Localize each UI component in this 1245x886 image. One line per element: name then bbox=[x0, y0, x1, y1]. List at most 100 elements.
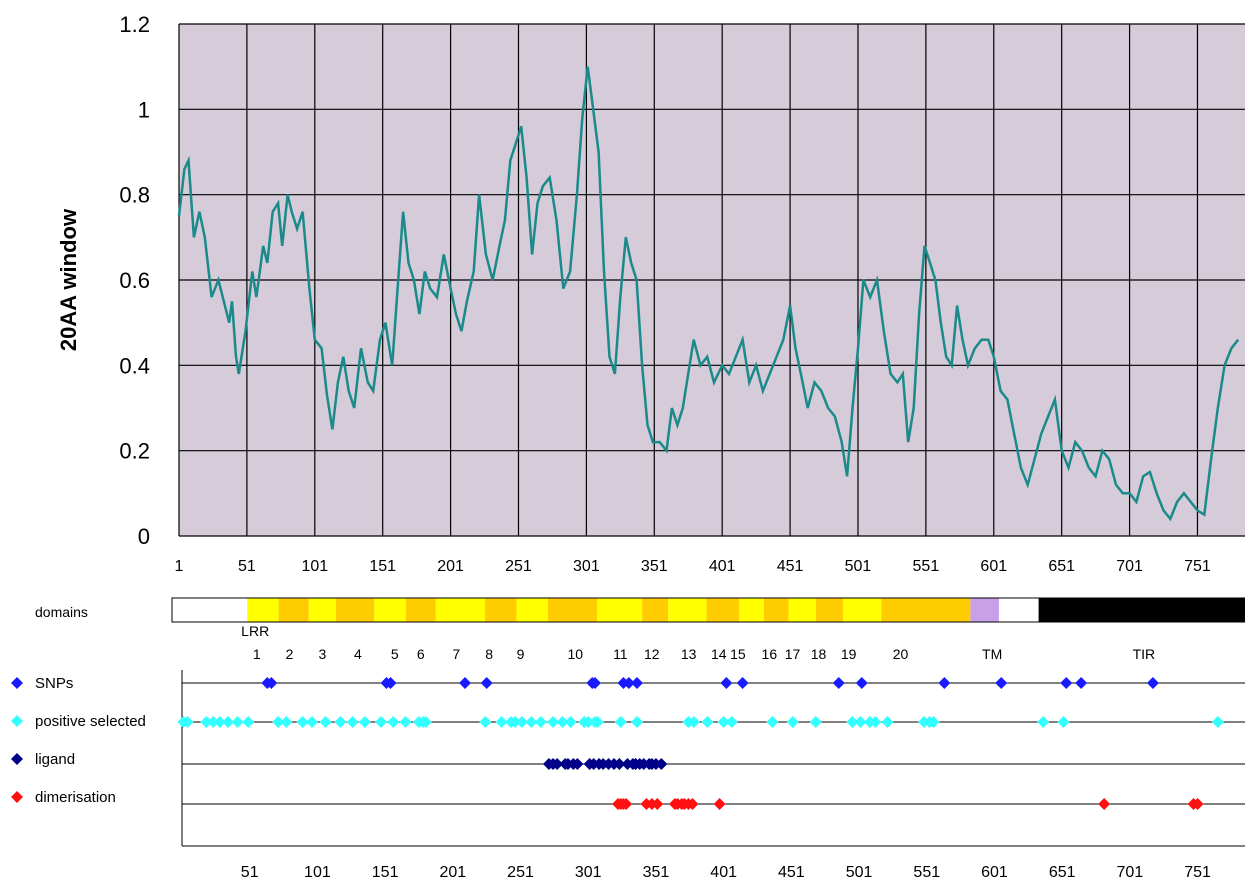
legend-label: ligand bbox=[35, 751, 75, 768]
lrr-number: 11 bbox=[613, 646, 628, 662]
site-marker bbox=[630, 677, 643, 689]
lrr-block bbox=[843, 598, 882, 622]
x-tick-label: 251 bbox=[505, 558, 532, 575]
lrr-number: 15 bbox=[730, 646, 746, 662]
site-marker bbox=[213, 716, 226, 728]
y-axis-label: 20AA window bbox=[56, 208, 81, 351]
site-marker bbox=[459, 677, 472, 689]
lrr-block bbox=[706, 598, 740, 622]
domains-label: domains bbox=[35, 604, 88, 620]
site-marker bbox=[231, 716, 244, 728]
site-marker bbox=[399, 716, 412, 728]
x-tick-label: 701 bbox=[1116, 558, 1143, 575]
lrr-block bbox=[763, 598, 789, 622]
site-marker bbox=[509, 716, 522, 728]
domain-block bbox=[172, 598, 248, 622]
site-marker bbox=[614, 716, 627, 728]
site-marker bbox=[582, 716, 595, 728]
site-marker bbox=[720, 677, 733, 689]
site-marker bbox=[551, 758, 564, 770]
lrr-block bbox=[485, 598, 517, 622]
domains-track: domains LRR TM TIR 1 2 3 4 5 6 7 8 9 10 11 12 13 14 15… bbox=[35, 597, 1245, 662]
site-marker bbox=[701, 716, 714, 728]
legend-marker bbox=[11, 791, 23, 803]
lrr-block bbox=[336, 598, 375, 622]
bottom-tick-label: 201 bbox=[439, 864, 466, 881]
bottom-tick-label: 151 bbox=[372, 864, 399, 881]
site-marker bbox=[515, 716, 528, 728]
lrr-number: 1 bbox=[253, 646, 261, 662]
domain-bar-border bbox=[171, 597, 1245, 623]
site-marker bbox=[1146, 677, 1159, 689]
site-marker bbox=[725, 716, 738, 728]
site-marker bbox=[927, 716, 940, 728]
lrr-number: 10 bbox=[567, 646, 583, 662]
lrr-number: 20 bbox=[893, 646, 909, 662]
site-marker bbox=[717, 716, 730, 728]
x-tick-label: 201 bbox=[437, 558, 464, 575]
site-marker bbox=[346, 716, 359, 728]
site-marker bbox=[334, 716, 347, 728]
lrr-block bbox=[247, 598, 279, 622]
site-marker bbox=[591, 716, 604, 728]
lrr-label: LRR bbox=[241, 623, 269, 639]
site-marker bbox=[1057, 716, 1070, 728]
y-tick-label: 1 bbox=[138, 97, 150, 122]
site-marker bbox=[1211, 716, 1224, 728]
site-marker bbox=[655, 758, 668, 770]
legend: SNPs positive selected ligand dimerisation bbox=[11, 675, 146, 806]
lrr-number: 17 bbox=[785, 646, 801, 662]
lrr-number: 18 bbox=[811, 646, 827, 662]
site-marker bbox=[358, 716, 371, 728]
y-tick-label: 0.2 bbox=[119, 439, 150, 464]
x-tick-label: 501 bbox=[845, 558, 872, 575]
lrr-number: 9 bbox=[517, 646, 525, 662]
x-tick-label: 1 bbox=[175, 558, 184, 575]
site-marker bbox=[319, 716, 332, 728]
site-marker bbox=[622, 677, 635, 689]
site-marker bbox=[713, 798, 726, 810]
site-marker bbox=[686, 798, 699, 810]
site-marker bbox=[1075, 677, 1088, 689]
tm-label: TM bbox=[982, 646, 1002, 662]
lrr-block bbox=[881, 598, 971, 622]
bottom-axis-tick-labels: 51 101 151 201 251 301 351 401 451 501 551 601 651 70… bbox=[241, 864, 1211, 881]
site-marker bbox=[651, 798, 664, 810]
x-tick-label: 401 bbox=[709, 558, 736, 575]
series-line bbox=[177, 66, 1240, 522]
site-marker bbox=[480, 677, 493, 689]
site-marker bbox=[375, 716, 388, 728]
x-tick-label: 451 bbox=[777, 558, 804, 575]
lrr-block bbox=[516, 598, 548, 622]
lrr-block bbox=[597, 598, 643, 622]
bottom-tick-label: 401 bbox=[710, 864, 737, 881]
legend-label: positive selected bbox=[35, 713, 146, 730]
bottom-tick-label: 101 bbox=[304, 864, 331, 881]
lrr-number: 2 bbox=[286, 646, 294, 662]
lrr-number: 5 bbox=[391, 646, 399, 662]
domain-blocks bbox=[172, 598, 1245, 622]
site-marker bbox=[630, 716, 643, 728]
site-marker bbox=[854, 716, 867, 728]
site-marker bbox=[1191, 798, 1204, 810]
y-tick-label: 0.8 bbox=[119, 183, 150, 208]
lrr-number: 4 bbox=[354, 646, 362, 662]
x-tick-label: 551 bbox=[913, 558, 940, 575]
site-marker bbox=[265, 677, 278, 689]
site-marker bbox=[687, 716, 700, 728]
site-marker bbox=[589, 677, 602, 689]
site-marker bbox=[1037, 716, 1050, 728]
vertical-gridlines bbox=[178, 24, 1199, 536]
y-tick-label: 0.4 bbox=[119, 353, 150, 378]
site-marker bbox=[222, 716, 235, 728]
bottom-tick-label: 251 bbox=[507, 864, 534, 881]
lrr-number: 12 bbox=[644, 646, 660, 662]
bottom-tick-label: 701 bbox=[1117, 864, 1144, 881]
legend-marker bbox=[11, 715, 23, 727]
lrr-number: 13 bbox=[681, 646, 697, 662]
lrr-block bbox=[547, 598, 598, 622]
tir-label: TIR bbox=[1133, 646, 1156, 662]
legend-label: dimerisation bbox=[35, 789, 116, 806]
lrr-number: 14 bbox=[711, 646, 727, 662]
